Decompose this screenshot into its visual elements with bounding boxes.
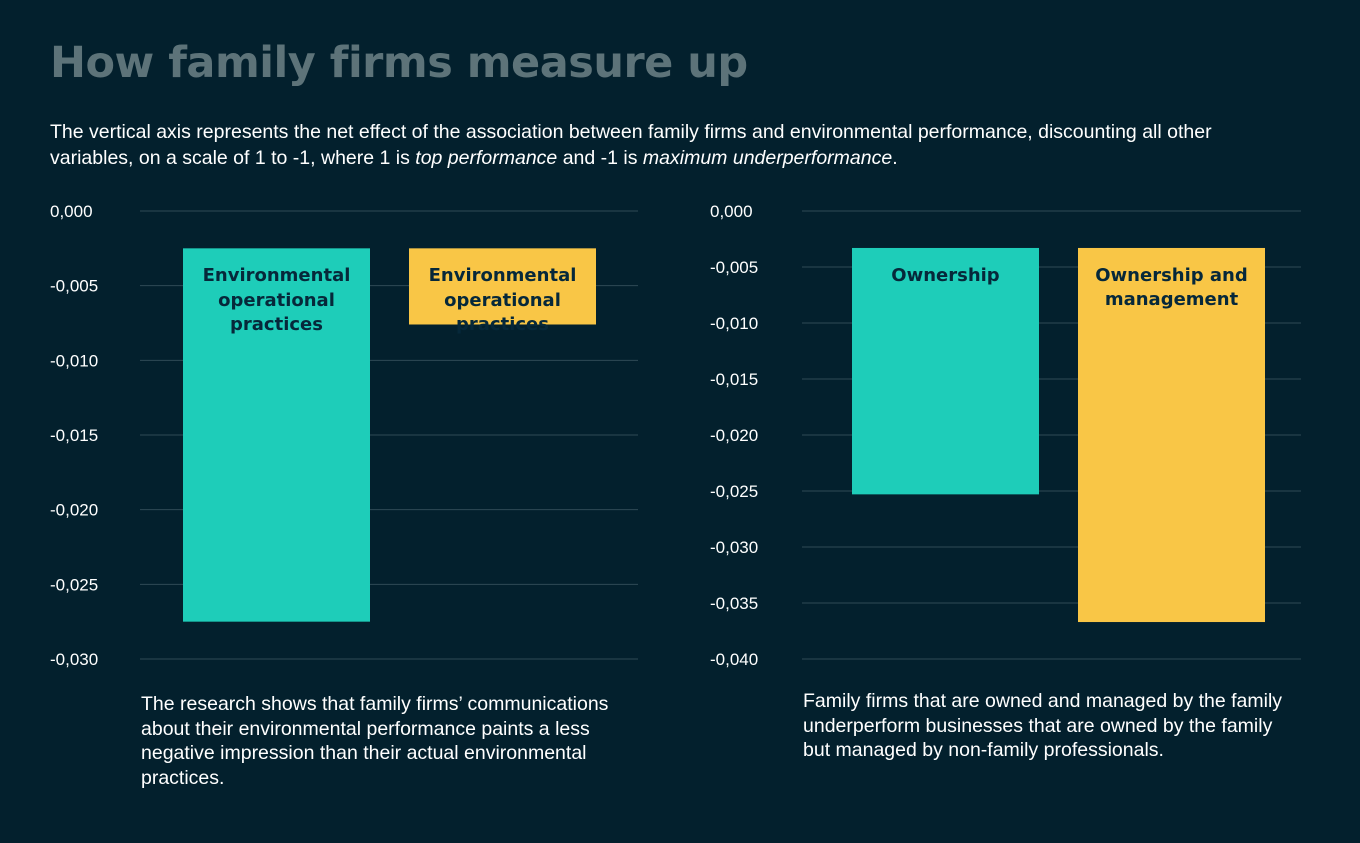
right-y-tick-label: -0,015 <box>710 370 758 389</box>
left-bar-chart: 0,000 -0,005 -0,010 -0,015 -0,020 -0,025 -0,03… <box>40 195 650 685</box>
right-y-tick-label: 0,000 <box>710 202 753 221</box>
left-y-tick-label: -0,005 <box>50 277 98 296</box>
right-bar-1 <box>852 247 1039 495</box>
right-bar-2 <box>1078 247 1265 623</box>
right-y-tick-label: -0,005 <box>710 258 758 277</box>
left-y-tick-label: -0,015 <box>50 426 98 445</box>
right-bar-chart: 0,000 -0,005 -0,010 -0,015 -0,020 -0,025 -0,03… <box>700 195 1320 685</box>
right-y-tick-label: -0,040 <box>710 650 758 669</box>
left-bar-2 <box>409 248 596 325</box>
subtitle-text-1: The vertical axis represents the net eff… <box>50 121 1212 169</box>
subtitle-emphasis-bottom: maximum underperformance <box>642 147 893 169</box>
right-y-tick-label: -0,010 <box>710 314 758 333</box>
subtitle-emphasis-top: top performance <box>415 147 558 169</box>
right-y-tick-label: -0,020 <box>710 426 758 445</box>
left-y-tick-label: 0,000 <box>50 202 93 221</box>
left-y-tick-label: -0,010 <box>50 351 98 370</box>
page-title: How family firms measure up <box>50 38 748 88</box>
left-bar-1 <box>183 248 370 622</box>
subtitle-text-3: . <box>892 147 898 169</box>
left-y-tick-label: -0,020 <box>50 501 98 520</box>
left-y-tick-label: -0,025 <box>50 575 98 594</box>
left-chart-caption: The research shows that family firms’ co… <box>141 693 609 789</box>
right-y-tick-label: -0,035 <box>710 594 758 613</box>
subtitle-text-2: and -1 is <box>557 147 643 169</box>
left-y-tick-label: -0,030 <box>50 650 98 669</box>
left-chart-svg: 0,000 -0,005 -0,010 -0,015 -0,020 -0,025 -0,03… <box>50 202 638 669</box>
right-chart-svg: 0,000 -0,005 -0,010 -0,015 -0,020 -0,025 -0,03… <box>710 202 1301 669</box>
right-y-tick-label: -0,025 <box>710 482 758 501</box>
chart-subtitle: The vertical axis represents the net eff… <box>50 119 1300 171</box>
right-chart-caption: Family firms that are owned and managed … <box>803 690 1283 761</box>
right-y-tick-label: -0,030 <box>710 538 758 557</box>
